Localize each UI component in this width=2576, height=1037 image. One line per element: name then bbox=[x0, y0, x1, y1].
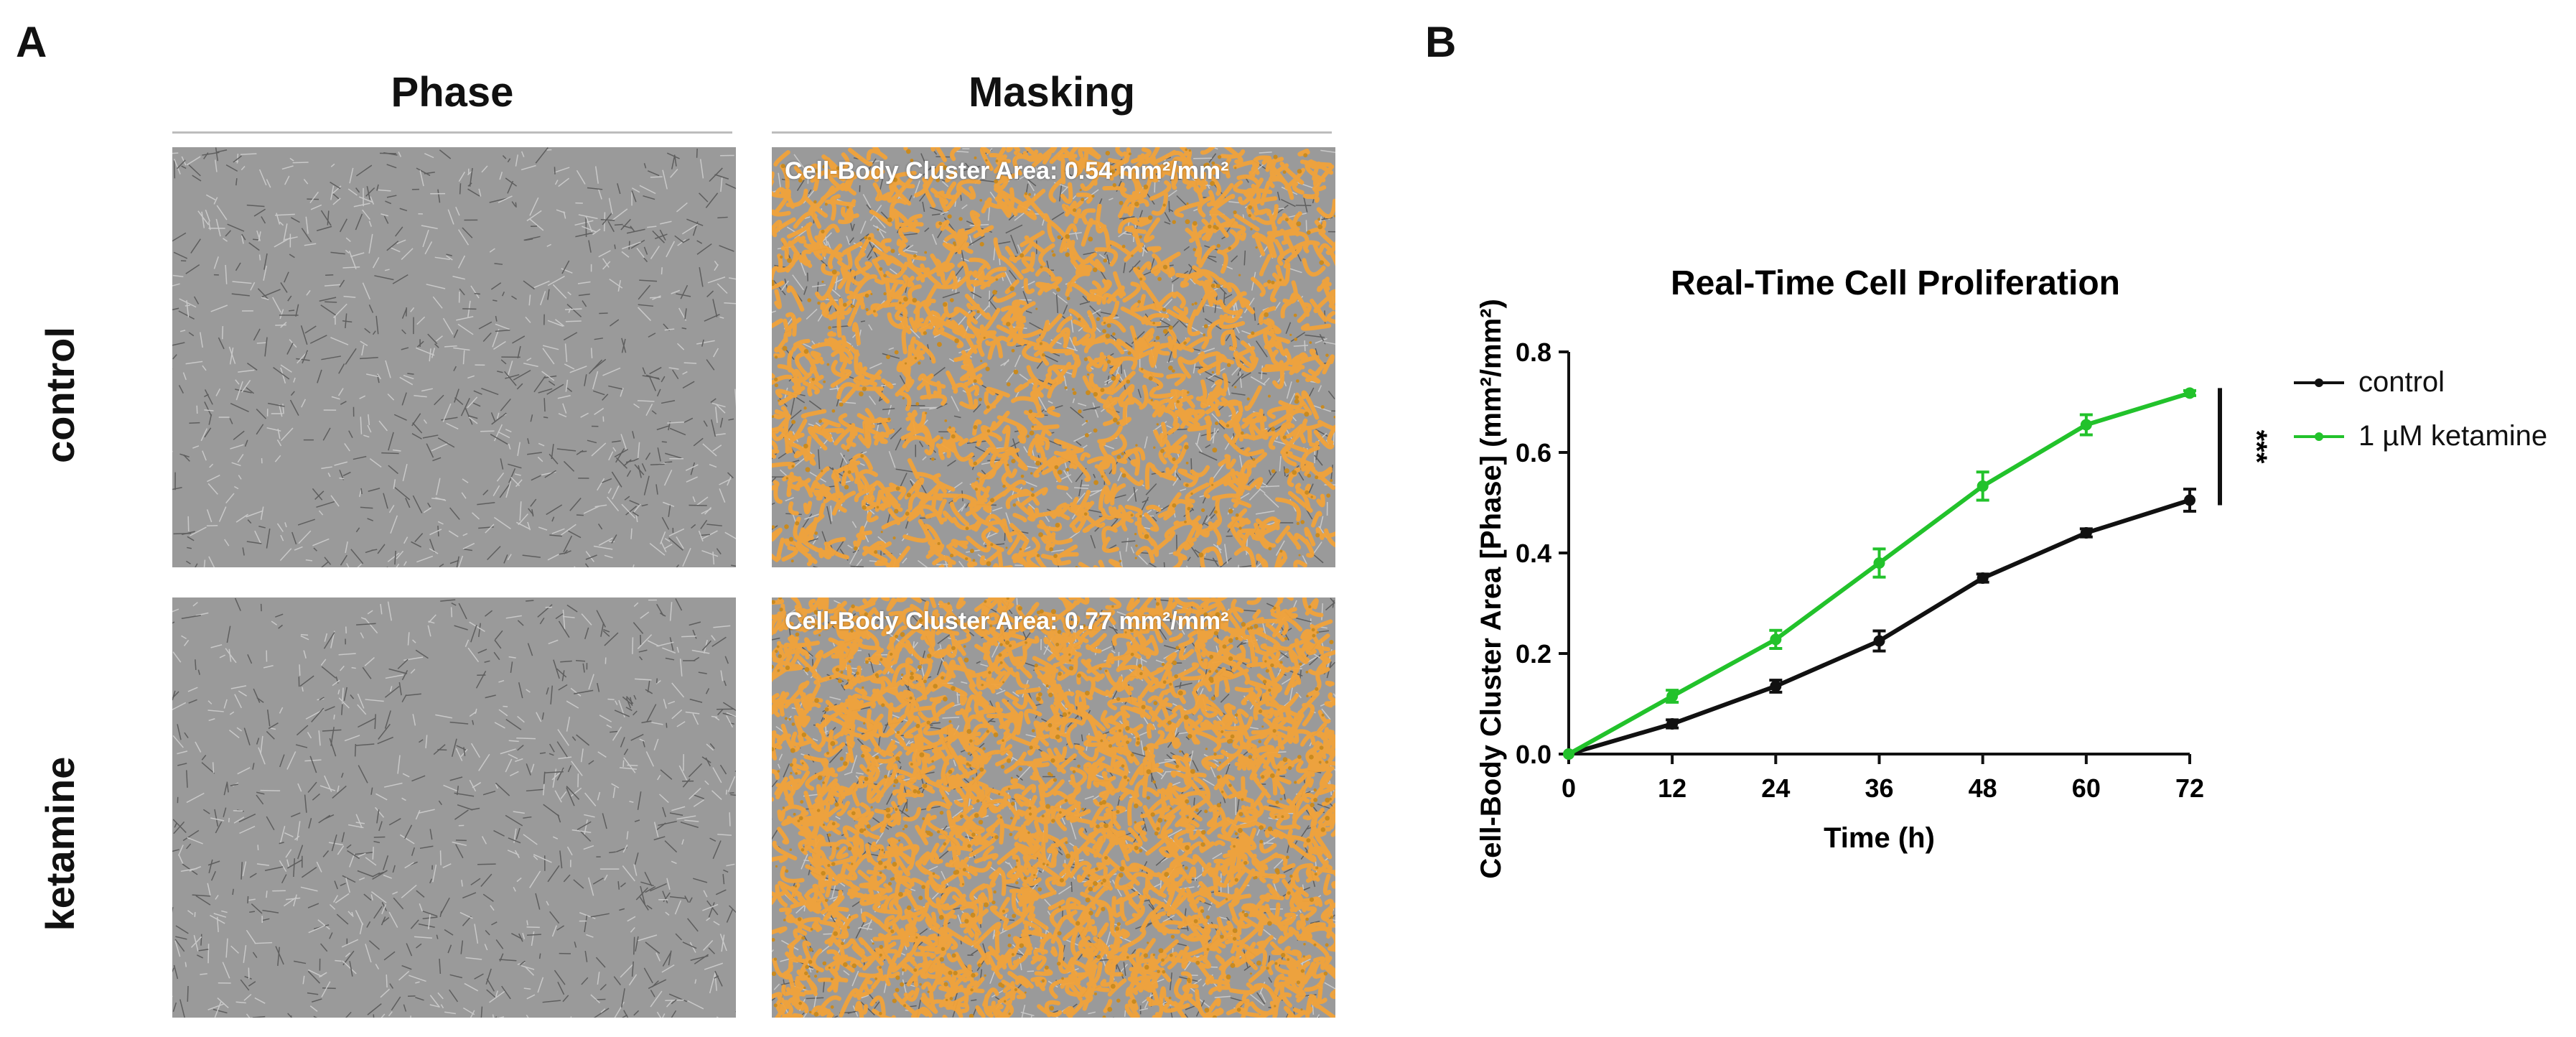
x-tick-label: 36 bbox=[1865, 773, 1893, 803]
chart-title: Real-Time Cell Proliferation bbox=[1671, 264, 2120, 302]
data-point bbox=[1666, 690, 1679, 702]
proliferation-chart: Real-Time Cell Proliferation Cell-Body C… bbox=[1475, 264, 2272, 879]
x-tick-label: 60 bbox=[2072, 773, 2101, 803]
legend-label: control bbox=[2358, 366, 2445, 398]
mask-image-control: Cell-Body Cluster Area: 0.54 mm²/mm² bbox=[772, 147, 1335, 567]
mask-area-label-control: Cell-Body Cluster Area: 0.54 mm²/mm² bbox=[785, 157, 1229, 185]
series-line bbox=[1568, 498, 2190, 756]
data-point bbox=[2080, 419, 2092, 431]
y-tick-label: 0.4 bbox=[1516, 539, 1551, 568]
x-tick-label: 24 bbox=[1761, 773, 1790, 803]
data-point bbox=[1770, 633, 1782, 646]
series-ketamine bbox=[1563, 387, 2196, 760]
y-tick-label: 0.2 bbox=[1516, 639, 1551, 669]
y-tick-label: 0.0 bbox=[1516, 740, 1551, 769]
column-header-phase: Phase bbox=[391, 69, 514, 116]
mask-area-label-ketamine: Cell-Body Cluster Area: 0.77 mm²/mm² bbox=[785, 608, 1229, 635]
x-tick-label: 72 bbox=[2175, 773, 2204, 803]
panel-b-letter: B bbox=[1425, 18, 1457, 66]
data-point bbox=[2080, 527, 2092, 539]
row-label-ketamine: ketamine bbox=[37, 756, 83, 931]
data-point bbox=[1977, 480, 1989, 492]
row-label-control: control bbox=[37, 327, 83, 463]
data-point bbox=[1977, 572, 1989, 584]
legend-swatch bbox=[2294, 432, 2344, 441]
data-point bbox=[2184, 387, 2195, 399]
data-point bbox=[1873, 635, 1885, 647]
x-tick-label: 12 bbox=[1658, 773, 1686, 803]
data-point bbox=[1770, 680, 1782, 692]
x-tick-label: 48 bbox=[1969, 773, 1997, 803]
legend-swatch bbox=[2294, 378, 2344, 387]
y-tick-label: 0.6 bbox=[1516, 438, 1551, 468]
chart-y-axis-label: Cell-Body Cluster Area [Phase] (mm²/mm²) bbox=[1475, 299, 1507, 879]
phase-image-control bbox=[172, 147, 736, 567]
x-tick-label: 0 bbox=[1562, 773, 1576, 803]
chart-x-axis-label: Time (h) bbox=[1824, 822, 1935, 854]
column-rule-phase bbox=[172, 131, 732, 134]
data-point bbox=[1873, 557, 1885, 569]
legend-item-control: control bbox=[2294, 366, 2445, 399]
legend-label: 1 µM ketamine bbox=[2358, 420, 2548, 452]
data-point bbox=[1666, 718, 1679, 730]
y-tick-label: 0.8 bbox=[1516, 338, 1551, 367]
phase-image-ketamine bbox=[172, 597, 736, 1018]
significance-marker: *** bbox=[2241, 430, 2272, 464]
data-point bbox=[1563, 748, 1574, 760]
column-header-masking: Masking bbox=[968, 69, 1136, 116]
data-point bbox=[2184, 494, 2195, 506]
mask-image-ketamine: Cell-Body Cluster Area: 0.77 mm²/mm² bbox=[772, 597, 1335, 1018]
column-rule-masking bbox=[772, 131, 1332, 134]
panel-a-letter: A bbox=[16, 18, 47, 66]
legend-item-ketamine: 1 µM ketamine bbox=[2294, 420, 2547, 452]
series-control bbox=[1563, 488, 2196, 760]
